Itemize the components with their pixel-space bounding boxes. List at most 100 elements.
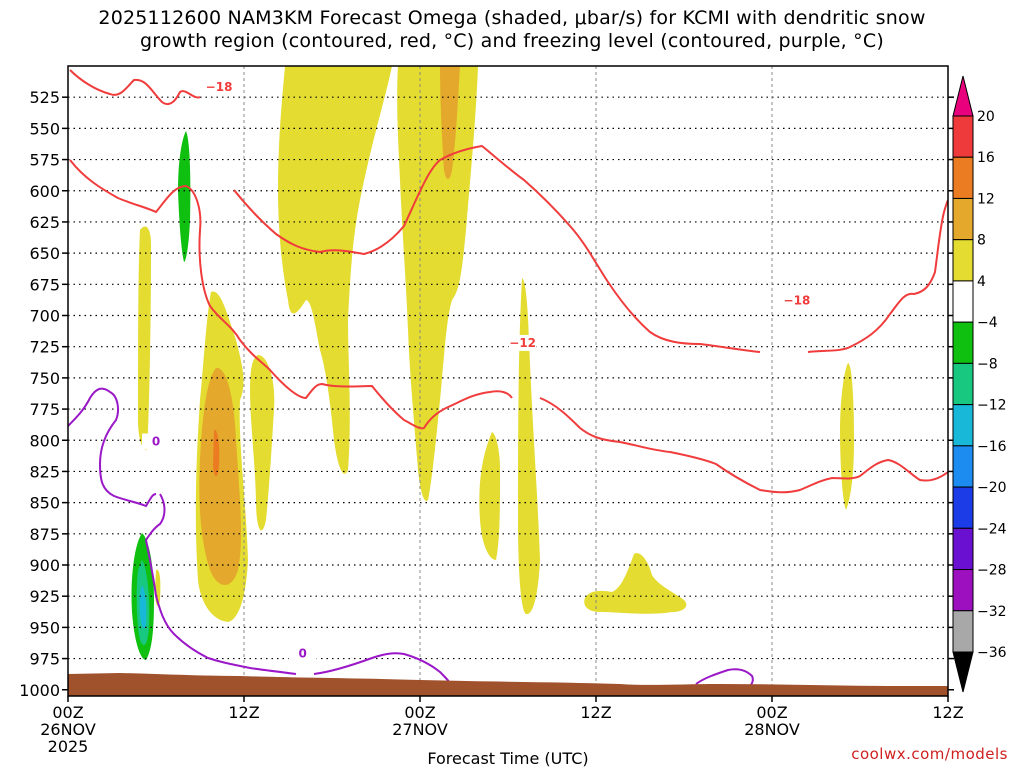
y-axis: 525 550 575 600 625 650 675 700 725 750 775 800 825 8… bbox=[19, 88, 954, 700]
omega-fill-yellow bbox=[479, 432, 500, 560]
colorbar-swatch bbox=[952, 115, 974, 158]
omega-shading bbox=[131, 66, 854, 660]
colorbar-swatch bbox=[952, 156, 974, 199]
colorbar-label: −28 bbox=[977, 563, 1007, 579]
colorbar-label: 16 bbox=[977, 150, 995, 166]
contour-label-bg bbox=[288, 645, 317, 662]
dendritic-contours bbox=[69, 69, 948, 494]
contour-label: −18 bbox=[206, 80, 233, 94]
omega-fill-orange bbox=[199, 367, 242, 585]
contour-label-bg bbox=[782, 292, 811, 309]
colorbar-label: 20 bbox=[977, 109, 995, 125]
plot-frame bbox=[67, 65, 949, 697]
y-tick-label: 875 bbox=[29, 525, 60, 544]
colorbar-label: −12 bbox=[977, 398, 1007, 414]
omega-fill-cyan bbox=[139, 585, 147, 629]
colorbar-swatch bbox=[952, 569, 974, 612]
colorbar-label: 8 bbox=[977, 233, 986, 249]
x-tick-label: 00Z bbox=[404, 703, 435, 722]
y-tick-label: 1000 bbox=[19, 681, 60, 700]
colorbar-label: −20 bbox=[977, 480, 1007, 496]
colorbar-top-arrow bbox=[952, 75, 974, 117]
contour-zero-line bbox=[695, 668, 754, 687]
colorbar-label: −4 bbox=[977, 315, 998, 331]
y-tick-label: 750 bbox=[29, 369, 60, 388]
contour-labels: −18 −12 −18 0 0 bbox=[142, 79, 811, 662]
y-tick-label: 525 bbox=[29, 88, 60, 107]
colorbar-label: −24 bbox=[977, 521, 1007, 537]
omega-fill-yellow bbox=[138, 226, 151, 451]
omega-fill-green bbox=[178, 131, 191, 262]
omega-fill-orange bbox=[440, 66, 460, 179]
contour-zero-line bbox=[313, 652, 451, 685]
colorbar-swatch bbox=[952, 404, 974, 447]
contour-minus18-line bbox=[69, 69, 201, 106]
y-tick-label: 625 bbox=[29, 213, 60, 232]
colorbar-swatch bbox=[952, 239, 974, 282]
x-tick-label: 27NOV bbox=[392, 720, 448, 739]
x-tick-label: 2025 bbox=[48, 737, 89, 756]
x-axis-title: Forecast Time (UTC) bbox=[427, 749, 588, 768]
contour-label-bg bbox=[142, 433, 170, 450]
x-tick-label: 12Z bbox=[228, 703, 259, 722]
contour-label: 0 bbox=[298, 647, 306, 661]
y-tick-label: 975 bbox=[29, 650, 60, 669]
omega-fill-yellow bbox=[584, 553, 687, 614]
colorbar-label: −8 bbox=[977, 356, 998, 372]
colorbar-swatch bbox=[952, 486, 974, 529]
y-tick-label: 775 bbox=[29, 400, 60, 419]
grid bbox=[68, 66, 948, 696]
y-tick-label: 800 bbox=[29, 431, 60, 450]
y-tick-label: 700 bbox=[29, 307, 60, 326]
omega-fill-yellow bbox=[278, 66, 392, 474]
contour-label-bg bbox=[205, 79, 234, 96]
omega-fill-red-orange bbox=[213, 429, 220, 477]
contour-minus18-line bbox=[807, 199, 948, 353]
contour-zero-line bbox=[68, 387, 157, 508]
omega-fill-yellow bbox=[840, 363, 854, 510]
omega-fill-yellow bbox=[397, 66, 478, 501]
contour-label-bg bbox=[508, 334, 537, 351]
credit-text: coolwx.com/models bbox=[851, 745, 1008, 763]
contour-minus18-line bbox=[233, 144, 761, 353]
omega-fill-yellow bbox=[518, 278, 540, 615]
contour-label: 0 bbox=[152, 435, 160, 449]
y-tick-label: 650 bbox=[29, 244, 60, 263]
y-tick-label: 900 bbox=[29, 556, 60, 575]
y-tick-label: 575 bbox=[29, 151, 60, 170]
contour-label: −12 bbox=[509, 336, 536, 350]
x-tick-label: 12Z bbox=[580, 703, 611, 722]
colorbar-swatch bbox=[952, 610, 974, 653]
colorbar-label: −32 bbox=[977, 604, 1007, 620]
colorbar-swatch bbox=[952, 527, 974, 571]
omega-fill-yellow bbox=[250, 355, 275, 531]
x-tick-label: 28NOV bbox=[744, 720, 800, 739]
contour-label: −18 bbox=[784, 294, 811, 308]
colorbar-swatch bbox=[952, 362, 974, 406]
colorbar-swatch bbox=[952, 280, 974, 323]
colorbar-bottom-arrow bbox=[952, 651, 974, 693]
chart-title-line-2: growth region (contoured, red, °C) and f… bbox=[140, 30, 884, 52]
x-tick-label: 00Z bbox=[52, 703, 83, 722]
colorbar-label: 4 bbox=[977, 274, 986, 290]
chart-title-line-1: 2025112600 NAM3KM Forecast Omega (shaded… bbox=[98, 7, 926, 29]
colorbar-swatch bbox=[952, 321, 974, 364]
colorbar-label: 12 bbox=[977, 191, 995, 207]
colorbar-label: −36 bbox=[977, 645, 1007, 661]
contour-minus12-line bbox=[539, 397, 948, 494]
freezing-level-contours bbox=[68, 387, 754, 687]
y-tick-label: 950 bbox=[29, 618, 60, 637]
colorbar-swatch bbox=[952, 197, 974, 241]
y-tick-label: 550 bbox=[29, 119, 60, 138]
terrain-fill bbox=[68, 673, 948, 696]
colorbar: 20 16 12 8 4 −4 −8 −12 −16 −20 −24 −28 −32 −36 bbox=[952, 75, 1007, 693]
y-tick-label: 725 bbox=[29, 338, 60, 357]
y-tick-label: 925 bbox=[29, 587, 60, 606]
contour-zero-line bbox=[144, 493, 297, 675]
x-tick-label: 12Z bbox=[932, 703, 963, 722]
y-tick-label: 675 bbox=[29, 275, 60, 294]
x-tick-label: 00Z bbox=[756, 703, 787, 722]
colorbar-label: −16 bbox=[977, 439, 1007, 455]
